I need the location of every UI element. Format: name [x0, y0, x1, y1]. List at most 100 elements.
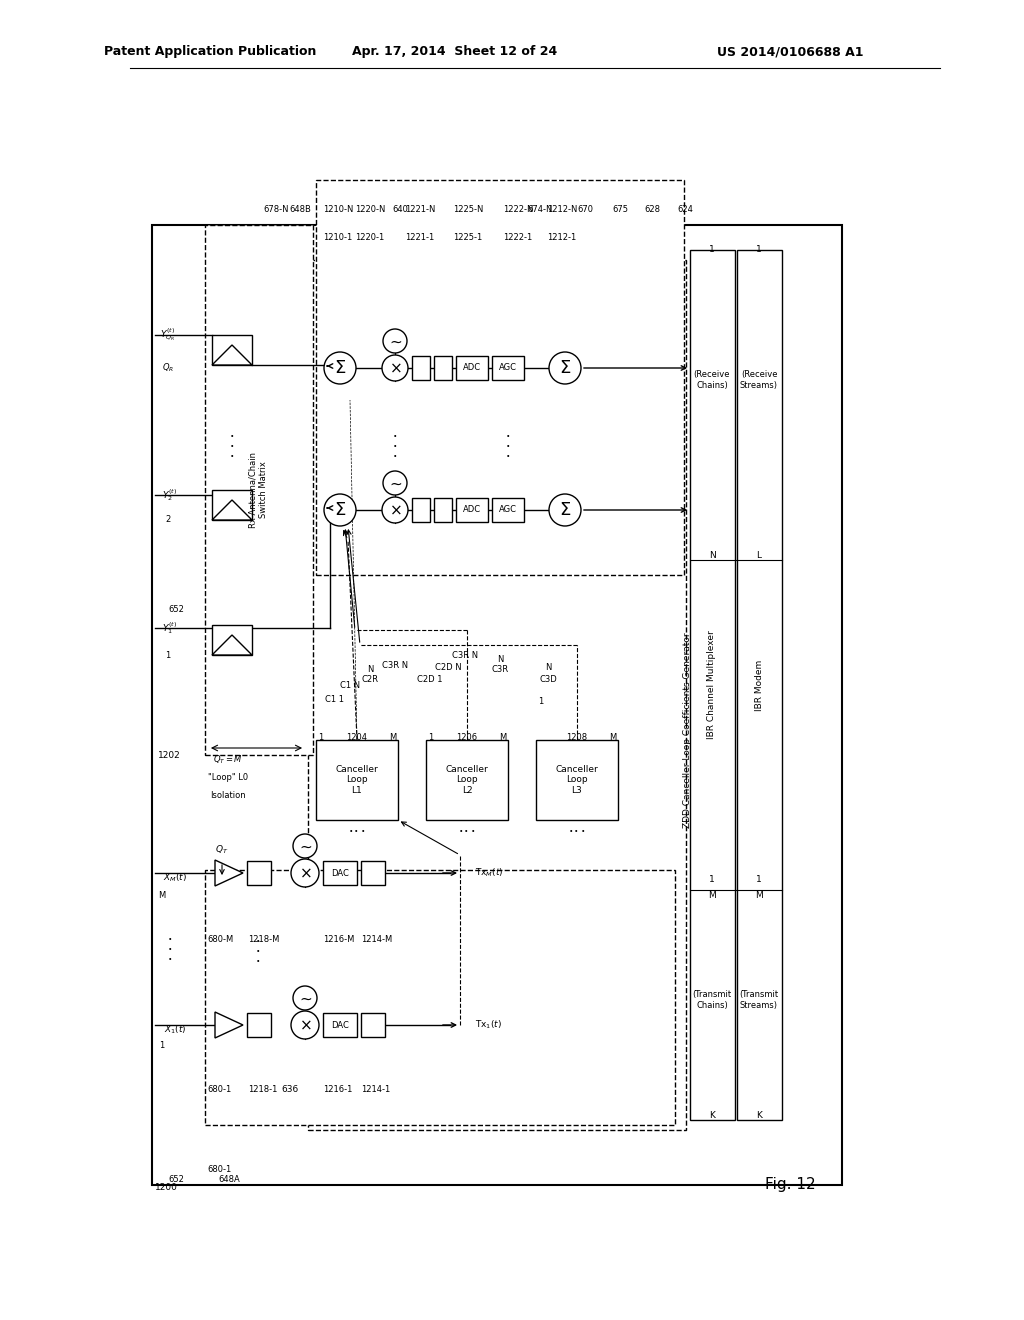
Text: ADC: ADC: [463, 363, 481, 372]
Text: $X_1(t)$: $X_1(t)$: [164, 1024, 186, 1036]
Polygon shape: [212, 635, 252, 655]
Text: N: N: [545, 664, 551, 672]
Circle shape: [293, 834, 317, 858]
Polygon shape: [212, 345, 252, 366]
Bar: [316, 180, 684, 576]
Text: $Q_R$: $Q_R$: [162, 362, 174, 375]
Text: $\sim$: $\sim$: [387, 334, 403, 348]
Text: 675: 675: [612, 206, 628, 214]
Text: (Receive
Chains): (Receive Chains): [693, 371, 730, 389]
Text: Rx Antenna/Chain
Switch Matrix: Rx Antenna/Chain Switch Matrix: [248, 451, 267, 528]
Text: 2: 2: [165, 516, 171, 524]
Text: N: N: [709, 550, 716, 560]
Bar: [323, 1012, 357, 1038]
Text: 640: 640: [392, 206, 408, 214]
Text: M: M: [608, 733, 616, 742]
Text: 1212-N: 1212-N: [547, 206, 578, 214]
Text: $Y_2^{(t)}$: $Y_2^{(t)}$: [163, 487, 177, 503]
Text: $\bullet$: $\bullet$: [392, 432, 397, 438]
Text: N: N: [497, 656, 503, 664]
Text: 1202: 1202: [158, 751, 181, 759]
Text: 1216-1: 1216-1: [323, 1085, 352, 1094]
Bar: [212, 335, 252, 366]
Circle shape: [324, 494, 356, 525]
Text: 652: 652: [168, 606, 184, 615]
Bar: [412, 356, 430, 380]
Text: 1: 1: [165, 651, 171, 660]
Bar: [152, 224, 842, 1185]
Bar: [492, 356, 524, 380]
Text: $\times$: $\times$: [299, 866, 311, 880]
Text: Canceller
Loop
L1: Canceller Loop L1: [336, 766, 379, 795]
Text: IBR Channel Multiplexer: IBR Channel Multiplexer: [708, 631, 717, 739]
Text: AGC: AGC: [499, 363, 517, 372]
Text: AGC: AGC: [499, 506, 517, 515]
Text: $Q_T = M$: $Q_T = M$: [213, 754, 243, 766]
Bar: [456, 356, 488, 380]
Circle shape: [549, 352, 581, 384]
Text: 1: 1: [318, 733, 324, 742]
Text: 670: 670: [577, 206, 593, 214]
Text: Patent Application Publication: Patent Application Publication: [103, 45, 316, 58]
Text: 1: 1: [428, 733, 433, 742]
Text: ADC: ADC: [463, 506, 481, 515]
Text: $\bullet$: $\bullet$: [255, 957, 261, 964]
Bar: [690, 249, 735, 1119]
Text: 648B: 648B: [289, 206, 311, 214]
Text: $\bullet$: $\bullet$: [255, 946, 261, 953]
Text: 1218-1: 1218-1: [248, 1085, 278, 1094]
Text: US 2014/0106688 A1: US 2014/0106688 A1: [717, 45, 863, 58]
Bar: [205, 870, 675, 1125]
Text: $\bullet$: $\bullet$: [392, 442, 397, 447]
Text: (Receive
Streams): (Receive Streams): [740, 371, 778, 389]
Text: 678-N: 678-N: [263, 206, 289, 214]
Text: 1220-N: 1220-N: [354, 206, 385, 214]
Text: $\Sigma$: $\Sigma$: [559, 359, 571, 378]
Text: 1216-M: 1216-M: [323, 936, 354, 945]
Text: 1222-N: 1222-N: [503, 206, 534, 214]
Text: M: M: [389, 733, 396, 742]
Text: $Q_T$: $Q_T$: [215, 843, 228, 857]
Text: 1: 1: [710, 875, 715, 884]
Text: $\bullet$: $\bullet$: [255, 937, 261, 942]
Text: 1: 1: [756, 246, 762, 255]
Text: 1: 1: [538, 697, 544, 705]
Text: Apr. 17, 2014  Sheet 12 of 24: Apr. 17, 2014 Sheet 12 of 24: [352, 45, 558, 58]
Circle shape: [383, 329, 407, 352]
Text: $\bullet\bullet\bullet$: $\bullet\bullet\bullet$: [568, 828, 586, 833]
Text: 1220-1: 1220-1: [355, 232, 385, 242]
Circle shape: [291, 1011, 319, 1039]
Text: Fig. 12: Fig. 12: [765, 1177, 815, 1192]
Text: M: M: [499, 733, 506, 742]
Text: $\times$: $\times$: [389, 360, 401, 375]
Text: 1218-M: 1218-M: [248, 936, 280, 945]
Text: $X_M(t)$: $X_M(t)$: [163, 871, 187, 884]
Text: M: M: [709, 891, 716, 899]
Bar: [247, 861, 271, 884]
Text: 1: 1: [160, 1040, 165, 1049]
Text: 1214-M: 1214-M: [361, 936, 392, 945]
Bar: [434, 356, 452, 380]
Bar: [434, 498, 452, 521]
Text: $\sim$: $\sim$: [297, 838, 313, 854]
Bar: [536, 741, 618, 820]
Text: $\Sigma$: $\Sigma$: [559, 502, 571, 519]
Text: 1: 1: [756, 875, 762, 884]
Text: C3R N: C3R N: [452, 651, 478, 660]
Text: 1: 1: [710, 246, 715, 255]
Text: K: K: [709, 1110, 715, 1119]
Bar: [737, 249, 782, 1119]
Polygon shape: [215, 861, 243, 886]
Text: 674-N: 674-N: [527, 206, 553, 214]
Text: 652: 652: [168, 1176, 184, 1184]
Text: 1222-1: 1222-1: [504, 232, 532, 242]
Text: $\bullet$: $\bullet$: [506, 442, 511, 447]
Bar: [492, 498, 524, 521]
Bar: [212, 624, 252, 655]
Text: 1225-N: 1225-N: [453, 206, 483, 214]
Text: 1210-1: 1210-1: [324, 232, 352, 242]
Text: 1212-1: 1212-1: [548, 232, 577, 242]
Text: N: N: [367, 665, 373, 675]
Text: 1221-1: 1221-1: [406, 232, 434, 242]
Text: ZDD Canceller Loop Coefficients Generator: ZDD Canceller Loop Coefficients Generato…: [683, 632, 692, 828]
